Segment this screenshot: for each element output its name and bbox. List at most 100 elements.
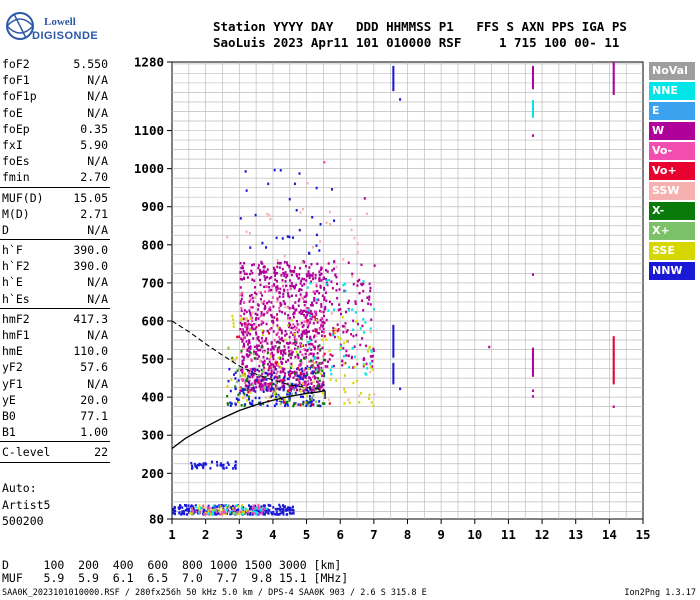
echo-point [337, 328, 340, 331]
logo-digisonde-text: DIGISONDE [32, 30, 99, 42]
echo-point [272, 321, 275, 324]
echo-point [233, 506, 236, 509]
echo-point [280, 379, 283, 383]
param-divider [0, 461, 110, 463]
echo-point [281, 278, 284, 282]
echo-point [243, 345, 246, 349]
echo-point [268, 367, 271, 370]
echo-point [313, 299, 316, 302]
echo-point [351, 347, 354, 350]
echo-point [268, 509, 271, 512]
echo-point [244, 507, 247, 510]
echo-point [231, 504, 234, 508]
echo-point [323, 402, 326, 405]
echo-point [320, 322, 323, 326]
echo-point [240, 323, 243, 327]
echo-point [214, 509, 217, 512]
echo-point [290, 366, 293, 369]
echo-point [309, 316, 312, 319]
echo-column-point [392, 379, 395, 383]
echo-point [219, 462, 222, 465]
param-row: foEs N/A [0, 153, 110, 169]
echo-point [294, 374, 297, 377]
echo-point [264, 290, 267, 293]
param-value: N/A [87, 154, 108, 169]
echo-point [287, 377, 290, 381]
echo-column-point [531, 351, 534, 354]
echo-point [234, 504, 237, 508]
echo-point [278, 291, 281, 294]
echo-point [358, 278, 361, 282]
echo-point [305, 371, 308, 374]
echo-point [279, 337, 282, 341]
echo-point [314, 329, 317, 333]
echo-point [373, 393, 376, 396]
echo-point [249, 333, 252, 336]
echo-point [307, 367, 310, 371]
echo-point [321, 330, 324, 333]
echo-point [234, 460, 237, 464]
echo-point [236, 511, 239, 514]
echo-point [252, 504, 255, 507]
echo-point [309, 398, 312, 401]
echo-point [202, 466, 205, 470]
echo-point [293, 333, 296, 336]
echo-point [213, 512, 216, 516]
echo-point [294, 301, 297, 304]
echo-point [305, 279, 308, 282]
echo-point [276, 387, 279, 390]
echo-column-point [612, 374, 615, 377]
echo-point [304, 316, 307, 319]
echo-point [313, 315, 316, 319]
echo-point [272, 363, 275, 367]
echo-point [277, 340, 280, 344]
echo-point [255, 350, 258, 354]
echo-column-point [531, 100, 534, 103]
echo-point [202, 512, 205, 516]
echo-point [241, 294, 244, 297]
echo-point [241, 389, 244, 393]
echo-point [293, 325, 296, 328]
echo-point [313, 389, 316, 392]
echo-point [259, 291, 262, 294]
echo-point [267, 300, 270, 303]
echo-point [270, 276, 273, 279]
param-name: hmF2 [2, 311, 30, 326]
echo-point [262, 355, 265, 359]
echo-point [302, 403, 305, 406]
echo-point [304, 300, 307, 304]
echo-point [274, 391, 277, 394]
echo-point [294, 328, 297, 331]
echo-point [345, 340, 348, 343]
echo-column-point [531, 374, 534, 377]
param-value: 390.0 [73, 243, 108, 258]
echo-point [246, 384, 249, 388]
echo-point [280, 336, 283, 340]
echo-point [281, 379, 284, 382]
echo-point [269, 395, 272, 399]
echo-point [332, 329, 335, 333]
echo-point [301, 376, 304, 379]
echo-point [305, 404, 308, 408]
echo-point [288, 279, 291, 282]
echo-point [364, 372, 367, 375]
echo-point [272, 266, 275, 270]
echo-point [300, 288, 303, 292]
echo-point [290, 356, 293, 360]
echo-point [283, 379, 286, 382]
echo-point [267, 368, 270, 372]
echo-point [300, 337, 303, 341]
echo-point [181, 512, 184, 515]
echo-point [265, 507, 268, 511]
echo-point [275, 236, 278, 240]
echo-point [302, 400, 305, 404]
echo-column-point [531, 107, 534, 111]
echo-point [323, 334, 326, 338]
echo-point [324, 305, 327, 309]
echo-point [271, 512, 274, 516]
echo-point [274, 286, 277, 289]
echo-point [272, 506, 275, 509]
legend-item-x: X- [649, 202, 695, 220]
echo-point [266, 276, 269, 279]
echo-point [299, 376, 302, 379]
